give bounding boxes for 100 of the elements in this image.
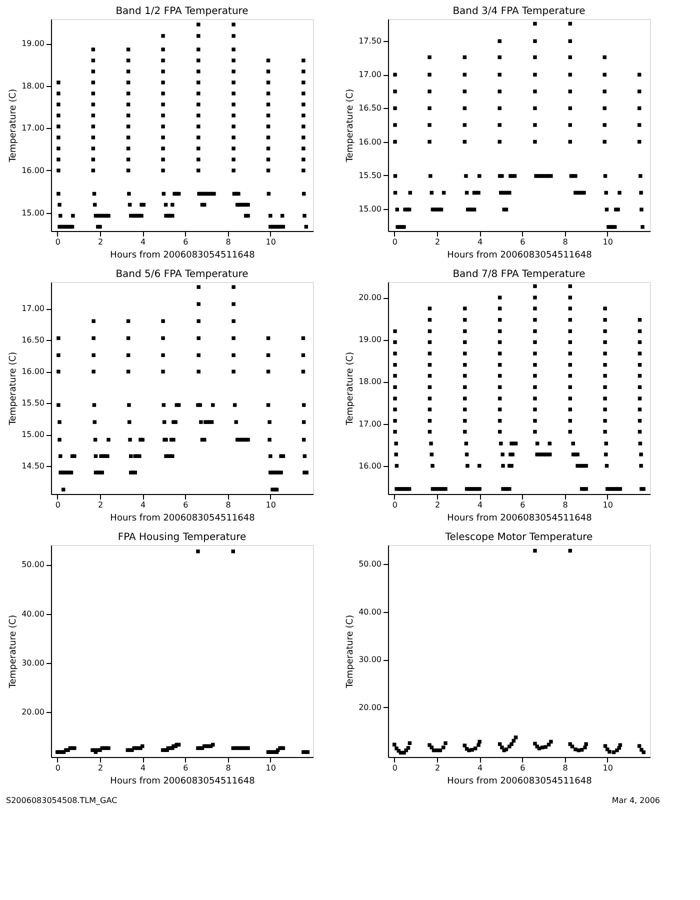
- point: [394, 442, 398, 446]
- y-tick-label: 16.00: [22, 166, 44, 175]
- point: [92, 403, 96, 407]
- point: [302, 136, 306, 140]
- point: [106, 454, 110, 458]
- point: [91, 48, 96, 52]
- point: [91, 158, 96, 162]
- point: [568, 90, 572, 94]
- point: [56, 353, 60, 358]
- x-tick-label: 8: [562, 238, 568, 246]
- point: [603, 374, 607, 378]
- point: [232, 80, 236, 84]
- point: [268, 420, 272, 424]
- point: [126, 168, 130, 172]
- point: [302, 403, 306, 407]
- y-axis-title: Temperature (C): [346, 88, 356, 164]
- point: [211, 742, 215, 747]
- x-tick-label: 6: [183, 238, 188, 246]
- text: S2006083054508.TLM_GAC: [6, 796, 118, 805]
- point: [618, 190, 622, 195]
- point: [428, 396, 432, 400]
- point: [162, 403, 166, 407]
- point: [603, 430, 607, 434]
- point: [161, 92, 165, 96]
- point: [232, 336, 236, 340]
- point: [574, 174, 578, 178]
- point: [196, 70, 200, 74]
- point: [500, 452, 504, 456]
- x-tick-label: 6: [520, 238, 526, 246]
- point: [232, 70, 236, 74]
- point: [161, 168, 165, 172]
- point: [302, 114, 306, 118]
- point: [196, 550, 200, 554]
- point: [584, 742, 588, 746]
- point: [548, 452, 552, 456]
- y-axis-title: Temperature (C): [346, 614, 356, 690]
- y-tick-label: 30.00: [358, 655, 382, 664]
- x-axis-title: Hours from 2006083054511648: [110, 514, 256, 524]
- point: [464, 174, 468, 178]
- point: [512, 174, 517, 178]
- point: [393, 340, 397, 344]
- point: [463, 408, 467, 412]
- x-tick-label: 6: [183, 764, 188, 772]
- x-tick-label: 10: [602, 238, 613, 246]
- point: [429, 442, 433, 446]
- point: [568, 352, 572, 356]
- chart-title: Band 7/8 FPA Temperature: [452, 269, 586, 280]
- point: [302, 58, 306, 62]
- chart-title: Band 5/6 FPA Temperature: [116, 269, 248, 280]
- y-tick-label: 40.00: [358, 607, 382, 616]
- y-tick-label: 17.00: [22, 124, 44, 133]
- y-tick-label: 17.00: [358, 419, 382, 428]
- point: [428, 306, 432, 310]
- point: [638, 352, 642, 356]
- point: [463, 306, 467, 310]
- point: [92, 420, 97, 424]
- y-tick-label: 18.00: [358, 377, 382, 386]
- point: [58, 420, 62, 424]
- point: [603, 418, 607, 423]
- text: Mar 4, 2006: [612, 796, 660, 805]
- point: [91, 102, 96, 106]
- point: [430, 464, 434, 468]
- point: [603, 362, 607, 367]
- x-tick-label: 2: [98, 764, 104, 772]
- point: [568, 408, 572, 412]
- point: [232, 319, 236, 323]
- point: [533, 408, 537, 412]
- point: [500, 174, 504, 178]
- x-axis-title: Hours from 2006083054511648: [110, 250, 256, 260]
- y-tick-label: 16.00: [22, 367, 44, 376]
- point: [196, 124, 200, 128]
- point: [463, 385, 467, 390]
- point: [393, 362, 397, 367]
- point: [428, 140, 432, 144]
- point: [473, 746, 478, 750]
- point: [91, 58, 96, 62]
- point: [478, 740, 482, 744]
- chart-title: Telescope Motor Temperature: [444, 532, 593, 543]
- point: [302, 168, 306, 172]
- point: [56, 136, 60, 140]
- y-tick-label: 18.00: [22, 81, 44, 90]
- point: [498, 396, 502, 400]
- point: [462, 90, 467, 94]
- point: [463, 396, 467, 400]
- x-tick-label: 4: [478, 500, 483, 510]
- point: [268, 454, 272, 458]
- point: [56, 158, 60, 162]
- x-axis-title: Hours from 2006083054511648: [447, 514, 592, 524]
- point: [302, 124, 306, 128]
- point: [533, 140, 537, 144]
- point: [92, 319, 96, 323]
- y-tick-label: 16.50: [358, 104, 382, 113]
- point: [232, 22, 236, 26]
- y-tick-label: 15.00: [22, 208, 44, 218]
- point: [196, 114, 200, 118]
- y-tick-label: 16.00: [358, 461, 382, 470]
- point: [603, 306, 607, 310]
- y-tick-label: 15.00: [22, 430, 44, 440]
- point: [638, 174, 642, 178]
- point: [161, 124, 165, 128]
